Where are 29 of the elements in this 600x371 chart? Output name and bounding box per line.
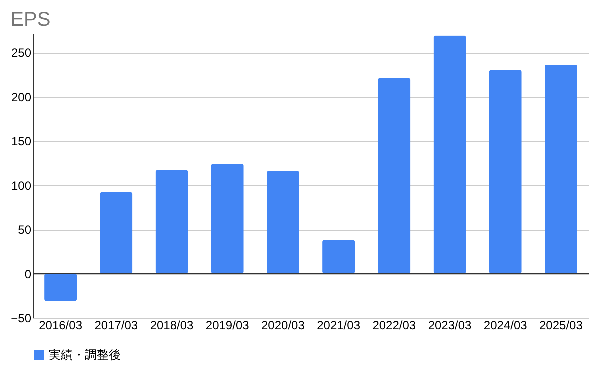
x-tick-label: 2021/03 — [317, 318, 361, 332]
bar — [211, 164, 244, 274]
bar — [489, 70, 522, 274]
y-tick-label: 200 — [11, 90, 32, 104]
x-tick-label: 2017/03 — [94, 318, 138, 332]
bar — [378, 78, 411, 274]
y-tick-label: 50 — [18, 223, 32, 238]
y-tick-label: 250 — [11, 46, 32, 60]
bar — [434, 36, 466, 274]
y-tick-label: 150 — [11, 134, 32, 149]
bar — [322, 240, 356, 274]
bar — [544, 64, 578, 274]
legend-label: 実績・調整後 — [49, 348, 121, 362]
x-tick-label: 2024/03 — [484, 318, 528, 332]
bar — [44, 274, 78, 302]
y-tick-label: 100 — [11, 178, 32, 193]
y-tick-label: −50 — [11, 312, 32, 326]
bar — [156, 170, 188, 274]
x-tick-label: 2018/03 — [150, 318, 194, 332]
chart-title: EPS — [10, 9, 51, 31]
x-tick-label: 2020/03 — [262, 318, 306, 332]
x-tick-label: 2019/03 — [206, 318, 250, 332]
bar — [266, 171, 300, 274]
x-tick-label: 2016/03 — [39, 318, 83, 332]
bar — [100, 192, 133, 274]
x-tick-label: 2025/03 — [540, 318, 584, 332]
y-tick-label: 0 — [24, 267, 32, 282]
x-tick-label: 2023/03 — [428, 318, 472, 332]
x-tick-label: 2022/03 — [372, 318, 416, 332]
